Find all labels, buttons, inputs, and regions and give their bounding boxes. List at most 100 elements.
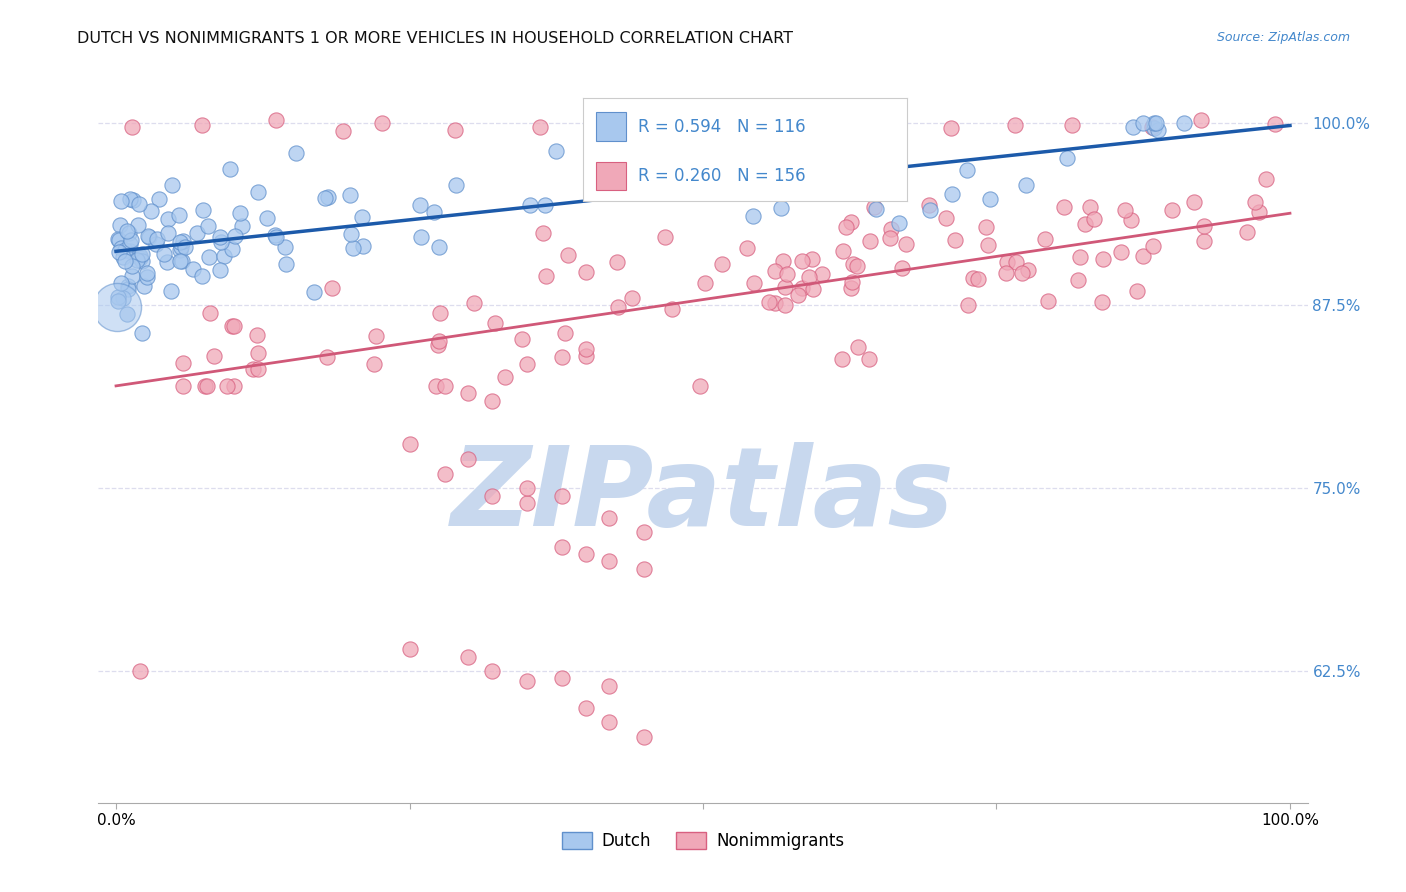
- Point: [121, 193, 143, 207]
- Point: [1004, 254, 1026, 268]
- Point: [202, 350, 225, 364]
- Point: [148, 192, 170, 206]
- Point: [1091, 252, 1114, 267]
- Point: [224, 229, 246, 244]
- Point: [198, 306, 221, 320]
- Point: [314, 191, 336, 205]
- Point: [121, 259, 143, 273]
- Point: [1254, 172, 1277, 186]
- Point: [111, 250, 134, 264]
- Point: [551, 489, 574, 503]
- Point: [194, 379, 217, 393]
- Point: [181, 261, 204, 276]
- Text: ZIPatlas: ZIPatlas: [451, 442, 955, 549]
- Point: [846, 259, 869, 273]
- Point: [962, 271, 984, 285]
- Point: [132, 279, 155, 293]
- Point: [457, 649, 479, 664]
- Point: [427, 239, 450, 253]
- Point: [172, 356, 194, 370]
- Point: [758, 294, 780, 309]
- Point: [120, 244, 142, 258]
- Point: [935, 211, 957, 226]
- Point: [107, 232, 129, 246]
- Point: [121, 120, 143, 134]
- Point: [398, 437, 420, 451]
- Point: [127, 218, 149, 232]
- Point: [1056, 152, 1078, 166]
- Point: [169, 235, 191, 250]
- Point: [770, 121, 793, 136]
- Point: [621, 291, 644, 305]
- Point: [510, 332, 533, 346]
- Point: [160, 284, 183, 298]
- Point: [596, 115, 619, 129]
- Point: [859, 234, 882, 248]
- Point: [1004, 118, 1026, 132]
- Point: [266, 230, 288, 244]
- Point: [246, 346, 269, 360]
- Point: [775, 267, 797, 281]
- Point: [128, 196, 150, 211]
- Point: [695, 277, 717, 291]
- Point: [427, 334, 450, 348]
- Point: [131, 246, 153, 260]
- Point: [1078, 201, 1101, 215]
- Point: [433, 467, 456, 481]
- Point: [172, 234, 194, 248]
- Point: [398, 642, 420, 657]
- Point: [762, 166, 785, 180]
- Point: [107, 289, 129, 303]
- Point: [107, 293, 129, 308]
- Legend: Dutch, Nonimmigrants: Dutch, Nonimmigrants: [555, 825, 851, 856]
- Point: [1244, 195, 1267, 210]
- Point: [408, 197, 430, 211]
- Point: [138, 230, 160, 244]
- Point: [127, 253, 149, 268]
- Point: [316, 190, 339, 204]
- Point: [1091, 295, 1114, 310]
- Point: [274, 240, 297, 254]
- Point: [1015, 178, 1038, 193]
- Point: [246, 186, 269, 200]
- Point: [977, 237, 1000, 252]
- Point: [920, 202, 942, 217]
- Point: [481, 489, 503, 503]
- Point: [332, 124, 354, 138]
- Point: [598, 679, 620, 693]
- Point: [208, 262, 231, 277]
- Point: [339, 187, 361, 202]
- Point: [1125, 285, 1147, 299]
- Point: [195, 379, 218, 393]
- Point: [1161, 203, 1184, 218]
- Point: [263, 228, 285, 243]
- Point: [121, 268, 143, 283]
- Point: [536, 268, 558, 283]
- Point: [422, 204, 444, 219]
- Point: [321, 280, 343, 294]
- Point: [633, 562, 655, 576]
- Point: [1053, 200, 1076, 214]
- Point: [117, 278, 139, 293]
- Point: [654, 230, 676, 244]
- Point: [139, 203, 162, 218]
- Point: [221, 243, 243, 257]
- Point: [516, 496, 538, 510]
- Point: [1119, 212, 1142, 227]
- Point: [209, 230, 232, 244]
- Point: [519, 198, 541, 212]
- Point: [284, 145, 307, 160]
- Point: [554, 326, 576, 341]
- Point: [575, 350, 598, 364]
- Point: [352, 210, 374, 224]
- Point: [1173, 115, 1195, 129]
- Point: [939, 120, 962, 135]
- Point: [446, 178, 468, 192]
- Point: [481, 393, 503, 408]
- Point: [529, 120, 551, 134]
- Point: [128, 664, 150, 678]
- Point: [825, 150, 848, 164]
- Point: [575, 343, 598, 357]
- Point: [463, 295, 485, 310]
- Point: [242, 362, 264, 376]
